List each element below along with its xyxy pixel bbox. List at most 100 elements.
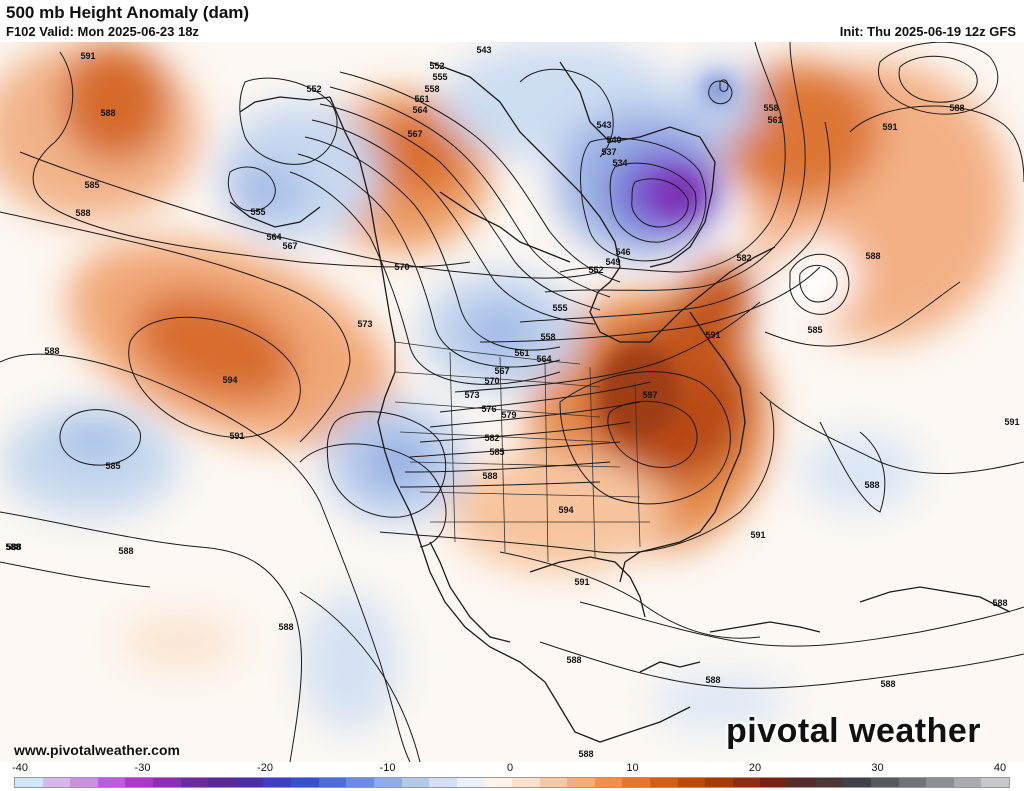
colorbar-swatch bbox=[732, 778, 761, 787]
contour-label: 591 bbox=[229, 431, 244, 441]
colorbar-tick-label: -30 bbox=[134, 762, 151, 774]
colorbar-swatch bbox=[429, 778, 457, 787]
contour-label: 588 bbox=[880, 679, 895, 689]
map-title: 500 mb Height Anomaly (dam) bbox=[6, 3, 250, 22]
colorbar-swatch bbox=[97, 778, 126, 787]
colorbar-swatch bbox=[567, 778, 595, 787]
colorbar-tick-label: 40 bbox=[993, 762, 1007, 774]
contour-label: 591 bbox=[574, 577, 589, 587]
colorbar-swatch bbox=[594, 778, 623, 787]
contour-label: 549 bbox=[605, 257, 620, 267]
colorbar-swatch bbox=[235, 778, 264, 787]
colorbar-tick-label: -20 bbox=[257, 762, 273, 774]
height-contours bbox=[0, 42, 1024, 762]
colorbar-swatch bbox=[898, 778, 927, 787]
contour-label: 588 bbox=[482, 471, 497, 481]
valid-time: F102 Valid: Mon 2025-06-23 18z bbox=[6, 24, 199, 39]
anomaly-map: 591 588 585 588 588 594 591 585 588 588 552 555 543 5… bbox=[0, 42, 1024, 762]
brand-logo: pivotal weather bbox=[726, 712, 982, 750]
contour-label: 570 bbox=[484, 376, 499, 386]
colorbar-swatch bbox=[981, 778, 1009, 787]
contour-label: 564 bbox=[412, 105, 427, 115]
colorbar-swatch bbox=[815, 778, 844, 787]
contour-label: 540 bbox=[606, 135, 621, 145]
contour-label: 561 bbox=[414, 94, 429, 104]
contour-label: 588 bbox=[578, 749, 593, 759]
colorbar-swatch bbox=[622, 778, 651, 787]
contour-label: 588 bbox=[705, 675, 720, 685]
colorbar-swatch bbox=[705, 778, 733, 787]
anomaly-shading bbox=[0, 42, 1024, 762]
contour-label: 546 bbox=[615, 247, 630, 257]
contour-label: 594 bbox=[222, 375, 237, 385]
contour-label: 558 bbox=[540, 332, 555, 342]
contour-label: 588 bbox=[949, 103, 964, 113]
colorbar-tick-label: 30 bbox=[871, 762, 884, 774]
website-url[interactable]: www.pivotalweather.com bbox=[14, 742, 180, 758]
colorbar-swatch bbox=[180, 778, 209, 787]
contour-label: 588 bbox=[6, 542, 21, 552]
contour-label: 579 bbox=[501, 410, 516, 420]
contour-labels: 591 588 585 588 588 594 591 585 588 588 552 555 543 5… bbox=[5, 45, 1019, 759]
contour-label: 573 bbox=[357, 319, 372, 329]
colorbar-swatch bbox=[760, 778, 789, 787]
contour-label: 597 bbox=[642, 390, 657, 400]
contour-label: 567 bbox=[282, 241, 297, 251]
contour-label: 591 bbox=[1004, 417, 1019, 427]
contour-label: 585 bbox=[489, 447, 504, 457]
contour-label: 588 bbox=[5, 542, 20, 552]
contour-label: 576 bbox=[481, 404, 496, 414]
contour-label: 582 bbox=[736, 253, 751, 263]
colorbar-swatch bbox=[677, 778, 706, 787]
colorbar-tick-label: 0 bbox=[506, 762, 514, 774]
colorbar-swatch bbox=[15, 778, 43, 787]
contour-label: 588 bbox=[100, 108, 115, 118]
colorbar-swatch bbox=[373, 778, 402, 787]
contour-label: 555 bbox=[432, 72, 447, 82]
contour-label: 585 bbox=[807, 325, 822, 335]
colorbar bbox=[14, 777, 1010, 788]
colorbar-swatch bbox=[650, 778, 678, 787]
contour-label: 567 bbox=[494, 366, 509, 376]
colorbar-tick-label: 20 bbox=[748, 762, 762, 774]
contour-label: 588 bbox=[566, 655, 581, 665]
header: 500 mb Height Anomaly (dam) F102 Valid: … bbox=[0, 0, 1024, 42]
contour-label: 552 bbox=[588, 265, 603, 275]
contour-label: 537 bbox=[601, 147, 616, 157]
colorbar-ticks: -40 -30 -20 -10 0 10 20 30 40 bbox=[0, 762, 1024, 776]
contour-label: 567 bbox=[407, 129, 422, 139]
contour-label: 564 bbox=[266, 232, 281, 242]
contour-label: 588 bbox=[118, 546, 133, 556]
colorbar-swatch bbox=[42, 778, 71, 787]
contour-label: 558 bbox=[763, 103, 778, 113]
contour-label: 585 bbox=[105, 461, 120, 471]
colorbar-swatch bbox=[401, 778, 430, 787]
contour-label: 543 bbox=[596, 120, 611, 130]
colorbar-swatch bbox=[843, 778, 871, 787]
colorbar-swatch bbox=[70, 778, 98, 787]
colorbar-swatch bbox=[456, 778, 485, 787]
contour-label: 582 bbox=[484, 433, 499, 443]
contour-label: 588 bbox=[865, 251, 880, 261]
colorbar-swatch bbox=[125, 778, 154, 787]
colorbar-swatch bbox=[870, 778, 899, 787]
colorbar-swatch bbox=[788, 778, 816, 787]
colorbar-tick-label: 10 bbox=[626, 762, 639, 774]
contour-label: 561 bbox=[514, 348, 529, 358]
contour-label: 552 bbox=[306, 84, 321, 94]
contour-label: 591 bbox=[705, 330, 720, 340]
colorbar-swatch bbox=[484, 778, 512, 787]
contour-label: 555 bbox=[250, 207, 265, 217]
contour-label: 543 bbox=[476, 45, 491, 55]
init-time: Init: Thu 2025-06-19 12z GFS bbox=[839, 24, 1016, 39]
contour-label: 594 bbox=[558, 505, 573, 515]
contour-label: 561 bbox=[767, 115, 782, 125]
contour-label: 588 bbox=[278, 622, 293, 632]
contour-label: 588 bbox=[992, 598, 1007, 608]
contour-label: 573 bbox=[464, 390, 479, 400]
contour-label: 588 bbox=[44, 346, 59, 356]
contour-label: 564 bbox=[536, 354, 551, 364]
contour-label: 534 bbox=[612, 158, 627, 168]
contour-label: 570 bbox=[394, 262, 409, 272]
state-borders bbox=[394, 341, 650, 563]
